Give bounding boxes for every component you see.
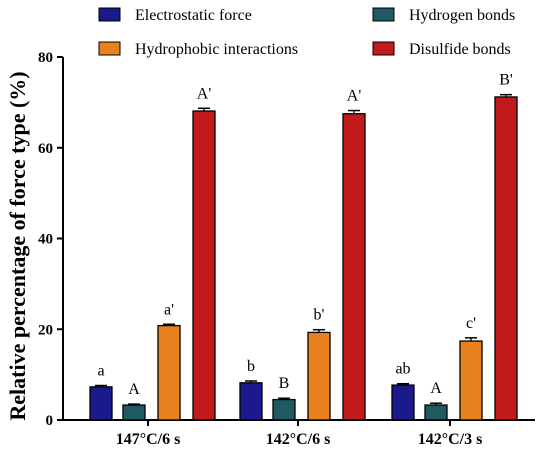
significance-label: ab xyxy=(395,361,410,378)
legend-swatch xyxy=(98,7,121,22)
bar xyxy=(272,398,296,421)
legend-swatch xyxy=(98,41,121,56)
bar xyxy=(89,386,113,421)
significance-label: A' xyxy=(347,88,362,105)
y-tick-label: 60 xyxy=(38,141,53,157)
y-tick-label: 0 xyxy=(46,413,54,429)
significance-label: B' xyxy=(499,72,513,89)
y-axis-label: Relative percentage of force type (%) xyxy=(5,71,30,420)
legend-label: Hydrogen bonds xyxy=(409,7,515,24)
y-tick-label: 80 xyxy=(38,50,53,66)
category-label: 142°C/3 s xyxy=(418,431,483,448)
error-bars xyxy=(95,93,512,406)
y-ticks: 0 20 40 60 80 xyxy=(38,50,63,429)
significance-labels: a b abA B Aa' b' c'A' A'B' xyxy=(97,72,512,398)
legend-label: Disulfide bonds xyxy=(409,41,511,58)
legend-swatch xyxy=(372,41,395,56)
y-tick-label: 40 xyxy=(38,232,53,248)
bar xyxy=(122,404,146,421)
significance-label: b' xyxy=(314,307,325,324)
x-ticks: 147°C/6 s 142°C/6 s 142°C/3 s xyxy=(116,420,483,448)
significance-label: A' xyxy=(197,85,212,102)
legend-label: Hydrophobic interactions xyxy=(135,41,298,58)
bar xyxy=(391,384,415,421)
bars xyxy=(89,96,518,421)
legend-label: Electrostatic force xyxy=(135,7,252,24)
significance-label: c' xyxy=(466,315,476,332)
bar xyxy=(192,110,216,421)
legend-swatch xyxy=(372,7,395,22)
y-tick-label: 20 xyxy=(38,322,53,338)
significance-label: B xyxy=(279,375,290,392)
category-label: 142°C/6 s xyxy=(266,431,331,448)
bar xyxy=(459,340,483,421)
significance-label: b xyxy=(247,358,255,375)
bar xyxy=(424,404,448,421)
bar xyxy=(157,324,181,421)
significance-label: a xyxy=(97,363,104,380)
bar xyxy=(494,96,518,421)
bar xyxy=(342,113,366,421)
significance-label: A xyxy=(430,380,442,397)
significance-label: a' xyxy=(164,301,174,318)
bar xyxy=(307,331,331,421)
legend: Electrostatic force Hydrogen bonds Hydroph… xyxy=(98,7,515,58)
significance-label: A xyxy=(128,381,140,398)
bar xyxy=(239,382,263,421)
category-label: 147°C/6 s xyxy=(116,431,181,448)
